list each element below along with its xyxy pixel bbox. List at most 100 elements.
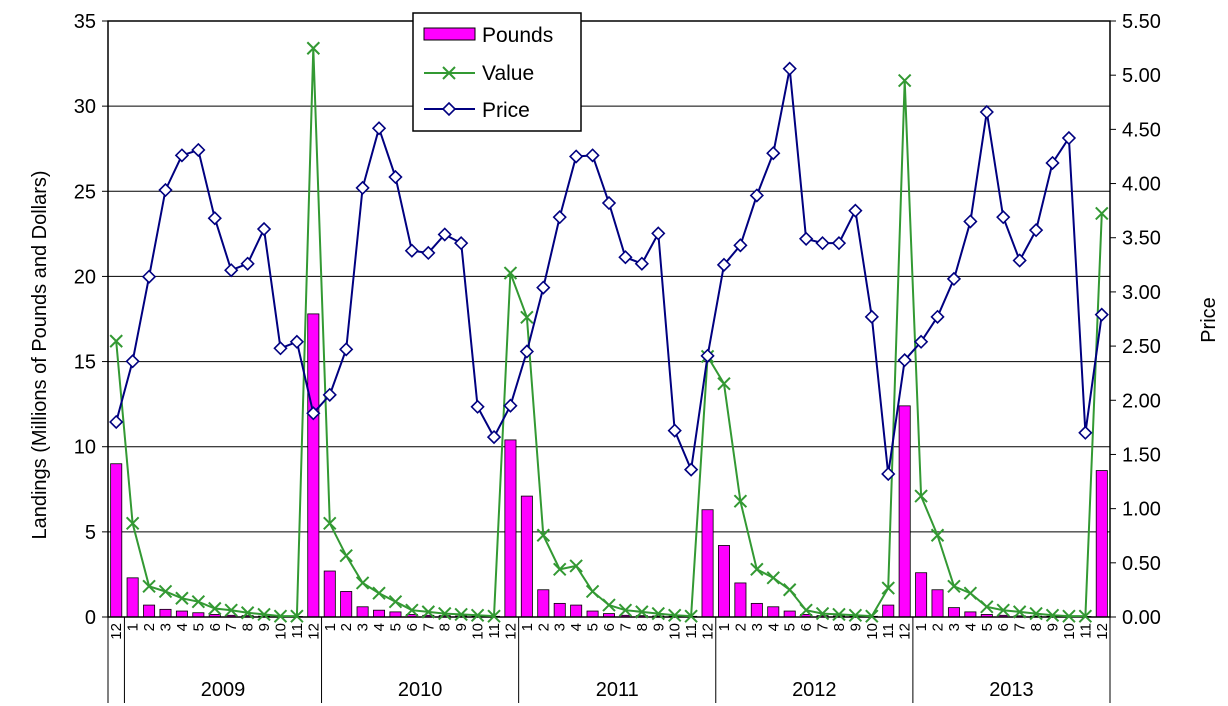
- pounds-bar: [307, 313, 320, 618]
- value-point: [618, 603, 633, 617]
- price-point: [831, 236, 847, 251]
- value-point: [1045, 608, 1060, 623]
- price-point: [815, 236, 830, 251]
- value-point: [832, 607, 846, 622]
- price-point: [404, 243, 420, 258]
- year-label: 2013: [989, 679, 1034, 701]
- pounds-bar: [717, 545, 730, 618]
- legend-price-marker: [441, 101, 457, 117]
- pounds-bar: [520, 495, 533, 618]
- price-point: [322, 387, 337, 402]
- value-point: [355, 576, 370, 590]
- month-tick-label: 3: [552, 623, 569, 631]
- year-label: 2010: [398, 679, 443, 701]
- right-axis-title: Price: [1198, 297, 1220, 343]
- year-label: 2009: [201, 679, 246, 701]
- pounds-bar: [389, 611, 402, 618]
- price-point: [1012, 253, 1027, 268]
- price-point: [569, 149, 584, 164]
- pounds-bar: [340, 591, 353, 618]
- month-tick-label: 1: [125, 623, 142, 631]
- right-tick-label: 0.50: [1122, 553, 1161, 575]
- value-point: [799, 603, 813, 617]
- pounds-bar: [126, 577, 139, 618]
- price-point: [585, 148, 600, 163]
- price-point: [109, 414, 124, 430]
- value-point: [470, 608, 485, 623]
- price-point: [996, 210, 1011, 225]
- price-point: [897, 353, 912, 368]
- value-point: [125, 516, 140, 531]
- price-point: [141, 269, 157, 284]
- month-tick-label: 6: [404, 623, 421, 631]
- left-tick-label: 20: [74, 266, 96, 288]
- price-point: [716, 257, 732, 272]
- month-tick-label: 9: [453, 623, 470, 631]
- left-tick-label: 0: [85, 607, 96, 629]
- month-tick-label: 1: [519, 623, 536, 631]
- value-point: [733, 494, 748, 508]
- month-tick-label: 6: [601, 623, 618, 631]
- pounds-bar: [159, 608, 172, 618]
- month-tick-label: 7: [223, 623, 240, 631]
- month-tick-label: 3: [749, 623, 766, 631]
- value-point: [273, 609, 288, 623]
- month-tick-label: 8: [831, 623, 848, 631]
- left-tick-label: 35: [74, 11, 96, 33]
- month-tick-label: 3: [946, 623, 963, 631]
- value-point: [602, 598, 616, 612]
- price-point: [618, 250, 633, 265]
- month-tick-label: 10: [272, 623, 289, 640]
- price-point: [848, 203, 863, 218]
- right-tick-label: 2.00: [1122, 390, 1161, 412]
- pounds-bar: [175, 610, 188, 618]
- month-tick-label: 4: [962, 623, 979, 631]
- value-point: [306, 41, 321, 55]
- value-point: [848, 608, 863, 623]
- pounds-bar: [931, 589, 944, 618]
- value-point: [766, 571, 780, 585]
- month-tick-label: 3: [157, 623, 174, 631]
- price-point: [552, 210, 567, 225]
- value-point: [717, 377, 731, 391]
- month-tick-label: 10: [1061, 623, 1078, 640]
- pounds-bar: [586, 610, 599, 618]
- pounds-bar: [356, 606, 369, 618]
- month-tick-label: 1: [322, 623, 339, 631]
- value-point: [421, 605, 436, 619]
- month-tick-label: 5: [585, 623, 602, 631]
- pounds-bar: [750, 602, 763, 618]
- price-point: [437, 227, 452, 242]
- legend-value-label: Value: [482, 62, 534, 85]
- month-tick-label: 10: [667, 623, 684, 640]
- month-tick-label: 2: [930, 623, 947, 631]
- price-point: [339, 342, 354, 357]
- month-tick-label: 7: [420, 623, 437, 631]
- left-tick-label: 5: [85, 522, 96, 544]
- value-point: [1029, 606, 1043, 621]
- price-point: [634, 256, 649, 271]
- month-tick-label: 2: [732, 623, 749, 631]
- month-tick-label: 12: [897, 623, 914, 640]
- month-tick-label: 2: [141, 623, 158, 631]
- value-point: [339, 548, 353, 563]
- month-tick-label: 7: [617, 623, 634, 631]
- price-point: [881, 466, 896, 482]
- price-point: [1061, 130, 1077, 146]
- pounds-bar: [504, 439, 517, 618]
- value-series-markers: [109, 41, 1109, 623]
- pounds-bar: [570, 604, 583, 618]
- left-tick-label: 10: [74, 437, 96, 459]
- month-tick-label: 12: [1094, 623, 1111, 640]
- month-tick-label: 1: [716, 623, 733, 631]
- month-tick-label: 1: [913, 623, 930, 631]
- pounds-bar: [110, 463, 123, 618]
- pounds-bar: [553, 602, 566, 618]
- value-point: [175, 591, 189, 605]
- right-tick-label: 1.00: [1122, 499, 1161, 521]
- legend-pounds-label: Pounds: [482, 24, 553, 47]
- month-tick-label: 8: [240, 623, 257, 631]
- gridlines: [108, 105, 1110, 533]
- price-point: [454, 236, 469, 251]
- price-point: [913, 334, 929, 349]
